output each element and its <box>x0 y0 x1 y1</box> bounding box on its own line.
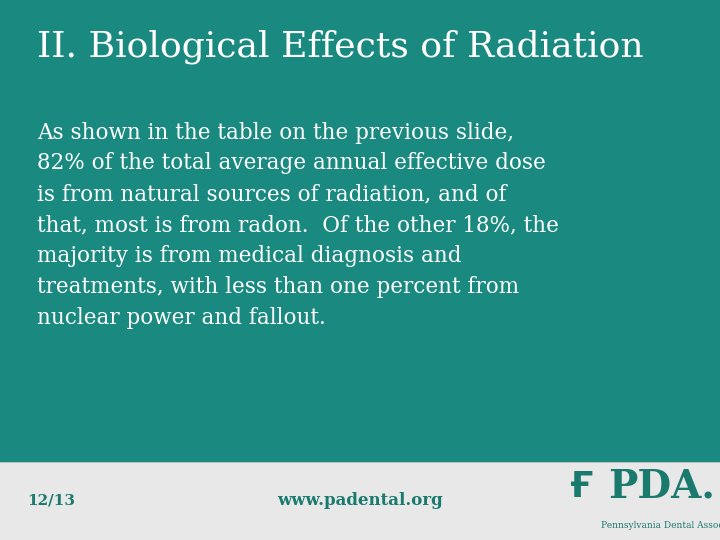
Text: PDA.: PDA. <box>608 468 715 506</box>
Text: II. Biological Effects of Radiation: II. Biological Effects of Radiation <box>37 30 644 64</box>
Text: Pennsylvania Dental Association: Pennsylvania Dental Association <box>601 522 720 530</box>
Bar <box>0 0 720 462</box>
Text: Ғ: Ғ <box>570 470 593 504</box>
Bar <box>0 462 720 540</box>
Text: www.padental.org: www.padental.org <box>277 492 443 509</box>
Text: 12/13: 12/13 <box>27 494 76 508</box>
Text: As shown in the table on the previous slide,
82% of the total average annual eff: As shown in the table on the previous sl… <box>37 122 559 328</box>
